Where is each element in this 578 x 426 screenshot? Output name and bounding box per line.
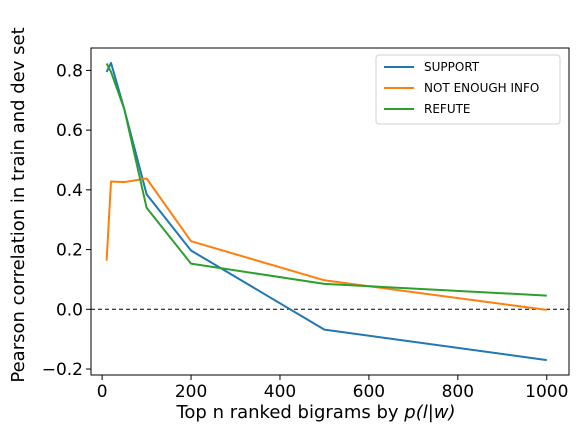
y-axis-label: Pearson correlation in train and dev set [8, 27, 29, 382]
x-tick-label: 400 [264, 382, 296, 402]
x-axis-label-math: p(l|w) [403, 402, 455, 423]
y-tick-label: 0.0 [56, 300, 83, 320]
x-tick-label: 1000 [525, 382, 568, 402]
x-axis-label-text: Top n ranked bigrams by [175, 402, 404, 423]
series-line-support [105, 61, 547, 362]
legend-label: SUPPORT [424, 60, 480, 74]
legend: SUPPORT NOT ENOUGH INFO REFUTE [375, 54, 561, 125]
y-tick-label: 0.4 [56, 181, 83, 201]
legend-label: NOT ENOUGH INFO [424, 81, 539, 95]
x-axis: 0 200 400 600 800 1000 [97, 375, 568, 402]
plot-frame [90, 47, 570, 376]
legend-label: REFUTE [424, 102, 471, 116]
x-tick-label: 800 [442, 382, 474, 402]
y-tick-label: 0.8 [56, 61, 83, 81]
y-tick-label: 0.2 [56, 241, 83, 261]
y-tick-label: 0.6 [56, 121, 83, 141]
x-tick-label: 200 [175, 382, 207, 402]
x-axis-label: Top n ranked bigrams by p(l|w) [175, 402, 455, 423]
series-line-not-enough-info [105, 177, 547, 311]
series-line-refute [105, 63, 547, 297]
x-tick-label: 0 [97, 382, 108, 402]
y-tick-label: −0.2 [42, 360, 83, 380]
x-tick-label: 600 [353, 382, 385, 402]
y-axis: −0.2 0.0 0.2 0.4 0.6 0.8 [42, 61, 91, 380]
plot-area [90, 47, 570, 376]
series-layer [105, 61, 547, 362]
legend-box [375, 54, 561, 125]
